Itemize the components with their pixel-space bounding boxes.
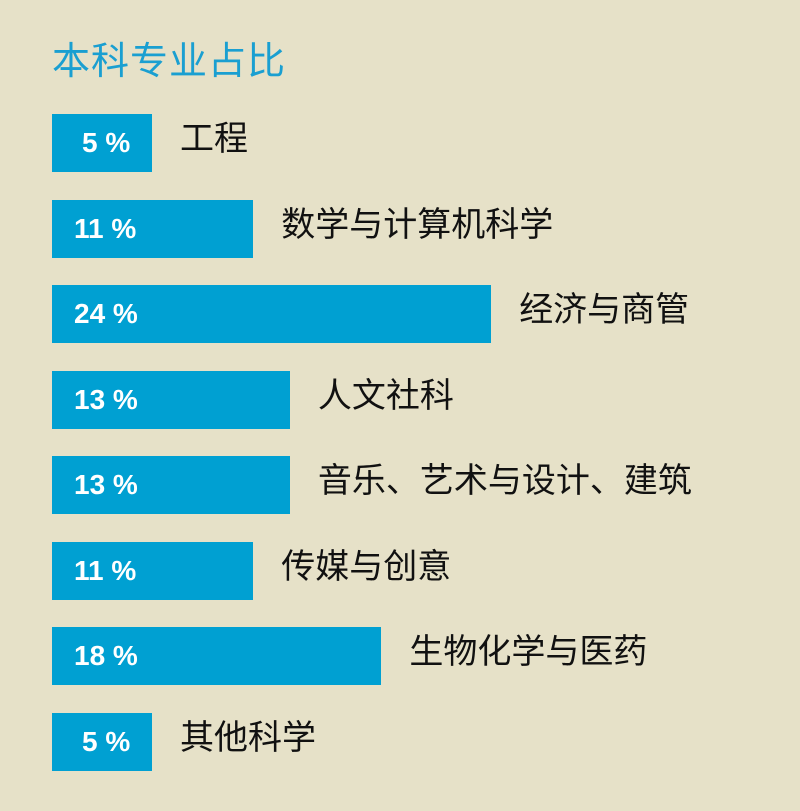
bar-row: 13 % 音乐、艺术与设计、建筑 bbox=[0, 456, 800, 514]
bar bbox=[52, 456, 290, 514]
bar-value-label: 13 % bbox=[74, 469, 138, 500]
category-label: 音乐、艺术与设计、建筑 bbox=[317, 461, 692, 501]
bar bbox=[52, 627, 382, 685]
category-label: 工程 bbox=[180, 119, 248, 159]
category-label: 其他科学 bbox=[180, 718, 316, 758]
bar-value-label: 18 % bbox=[74, 640, 138, 671]
bar-row: 13 % 人文社科 bbox=[0, 371, 800, 429]
bar-value-label: 13 % bbox=[74, 384, 138, 415]
category-label: 数学与计算机科学 bbox=[281, 205, 554, 245]
bar-row: 24 % 经济与商管 bbox=[0, 285, 800, 343]
bar bbox=[52, 542, 254, 600]
bar-row: 11 % 数学与计算机科学 bbox=[0, 200, 800, 258]
category-label: 经济与商管 bbox=[519, 290, 690, 330]
bar-value-label: 5 % bbox=[82, 726, 131, 757]
bar-row: 5 % 其他科学 bbox=[0, 713, 800, 771]
bar-value-label: 11 % bbox=[74, 213, 137, 244]
bar bbox=[52, 114, 152, 172]
bar-value-label: 5 % bbox=[82, 127, 131, 158]
category-label: 人文社科 bbox=[317, 376, 454, 416]
bar-row: 11 % 传媒与创意 bbox=[0, 542, 800, 600]
bar-value-label: 11 % bbox=[74, 555, 137, 586]
bar-value-label: 24 % bbox=[74, 298, 138, 329]
category-label: 传媒与创意 bbox=[281, 547, 452, 587]
category-label: 生物化学与医药 bbox=[409, 632, 648, 672]
bar-row: 5 % 工程 bbox=[0, 114, 800, 172]
bar-row: 18 % 生物化学与医药 bbox=[0, 627, 800, 685]
chart-title: 本科专业占比 bbox=[52, 39, 287, 83]
bar bbox=[52, 285, 492, 343]
bar bbox=[52, 371, 290, 429]
bar bbox=[52, 713, 152, 771]
bar bbox=[52, 200, 254, 258]
